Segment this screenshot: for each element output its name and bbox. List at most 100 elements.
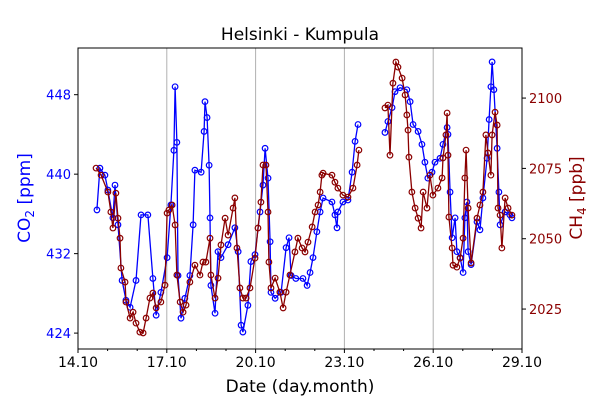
data-point-co2 — [451, 214, 459, 222]
data-point-ch4 — [353, 161, 361, 169]
data-point-co2 — [197, 168, 205, 176]
data-point-ch4 — [176, 298, 184, 306]
data-point-co2 — [306, 269, 314, 276]
x-tick-label: 26.10 — [413, 355, 453, 371]
data-point-ch4 — [165, 206, 173, 214]
data-point-co2 — [186, 272, 194, 279]
data-point-ch4 — [157, 298, 165, 306]
data-point-ch4 — [262, 161, 270, 169]
data-point-co2 — [309, 254, 317, 262]
data-point-ch4 — [221, 214, 229, 222]
data-point-ch4 — [168, 201, 176, 209]
data-point-co2 — [231, 224, 239, 232]
data-point-ch4 — [171, 221, 179, 229]
data-point-ch4 — [461, 174, 469, 182]
data-point-co2 — [144, 211, 152, 219]
chart-title: Helsinki - Kumpula — [221, 25, 379, 45]
y-right-tick-label: 2025 — [529, 303, 562, 318]
data-point-ch4 — [456, 254, 464, 262]
data-point-ch4 — [279, 304, 287, 312]
y-left-label-sub: 2 — [23, 210, 37, 218]
y-right-tick-label: 2075 — [529, 162, 562, 177]
data-point-ch4 — [429, 191, 437, 199]
data-point-ch4 — [265, 258, 273, 266]
data-point-ch4 — [496, 211, 504, 219]
data-point-ch4 — [199, 258, 207, 266]
series-line-co2 — [96, 61, 513, 333]
data-point-co2 — [205, 161, 213, 169]
data-point-ch4 — [414, 214, 422, 222]
data-point-ch4 — [344, 193, 352, 201]
data-point-ch4 — [233, 244, 241, 252]
data-point-co2 — [490, 86, 498, 94]
data-point-co2 — [101, 171, 109, 179]
data-point-co2 — [354, 121, 362, 128]
data-point-ch4 — [488, 131, 496, 139]
data-point-co2 — [111, 181, 119, 189]
y-right-tick-label: 2100 — [529, 92, 562, 107]
data-point-co2 — [137, 211, 145, 219]
data-point-ch4 — [264, 208, 272, 216]
data-point-ch4 — [467, 259, 475, 267]
data-point-ch4 — [254, 224, 262, 232]
data-point-co2 — [313, 228, 321, 236]
y-left-tick-label: 424 — [46, 327, 71, 342]
data-point-ch4 — [107, 208, 115, 216]
data-point-ch4 — [438, 174, 446, 182]
data-point-ch4 — [508, 211, 516, 219]
x-axis: 14.10 17.10 20.10 23.10 26.10 29.10 — [58, 349, 542, 371]
data-point-ch4 — [116, 234, 124, 242]
data-point-co2 — [132, 277, 140, 284]
data-point-ch4 — [132, 319, 140, 327]
data-point-co2 — [96, 164, 104, 172]
y-axis-left: 424 432 440 448 — [46, 89, 78, 342]
y-left-label-main: CO — [15, 218, 35, 243]
data-point-ch4 — [423, 204, 431, 212]
data-point-ch4 — [445, 213, 453, 221]
data-point-co2 — [409, 121, 417, 128]
data-point-ch4 — [271, 274, 279, 282]
data-point-ch4 — [411, 204, 419, 212]
data-point-ch4 — [224, 231, 232, 239]
data-point-co2 — [237, 321, 245, 329]
data-point-ch4 — [122, 298, 130, 306]
data-point-co2 — [203, 114, 211, 121]
data-point-co2 — [381, 129, 389, 136]
data-point-ch4 — [114, 214, 122, 222]
data-point-ch4 — [282, 288, 290, 296]
y-left-axis-label: CO2 [ppm] — [15, 153, 37, 243]
data-point-ch4 — [494, 204, 502, 212]
data-point-ch4 — [211, 294, 219, 302]
data-point-ch4 — [121, 278, 129, 286]
data-point-ch4 — [384, 101, 392, 109]
data-point-co2 — [418, 140, 426, 148]
y-right-tick-label: 2050 — [529, 233, 562, 248]
data-point-co2 — [421, 158, 429, 166]
data-point-ch4 — [236, 284, 244, 292]
data-point-co2 — [453, 248, 461, 256]
data-point-ch4 — [294, 234, 302, 242]
data-point-ch4 — [501, 194, 509, 202]
x-axis-label: Date (day.month) — [226, 377, 375, 397]
data-point-co2 — [303, 282, 311, 289]
data-point-ch4 — [314, 201, 322, 209]
data-point-ch4 — [173, 271, 181, 279]
data-point-co2 — [396, 84, 404, 92]
x-tick-label: 23.10 — [324, 355, 364, 371]
data-point-ch4 — [301, 248, 309, 256]
data-point-ch4 — [459, 234, 467, 242]
data-point-ch4 — [257, 198, 265, 206]
data-point-co2 — [191, 166, 199, 174]
data-point-ch4 — [504, 204, 512, 212]
data-point-co2 — [234, 248, 242, 256]
data-point-ch4 — [484, 149, 492, 157]
data-point-co2 — [170, 146, 178, 154]
data-point-ch4 — [129, 308, 137, 316]
y-right-label-unit: [ppb] — [567, 156, 587, 207]
data-point-co2 — [333, 224, 341, 232]
y-left-label-unit: [ppm] — [15, 153, 35, 210]
data-point-ch4 — [304, 238, 312, 246]
data-point-ch4 — [462, 146, 470, 154]
data-point-ch4 — [349, 184, 357, 192]
data-point-ch4 — [417, 224, 425, 232]
